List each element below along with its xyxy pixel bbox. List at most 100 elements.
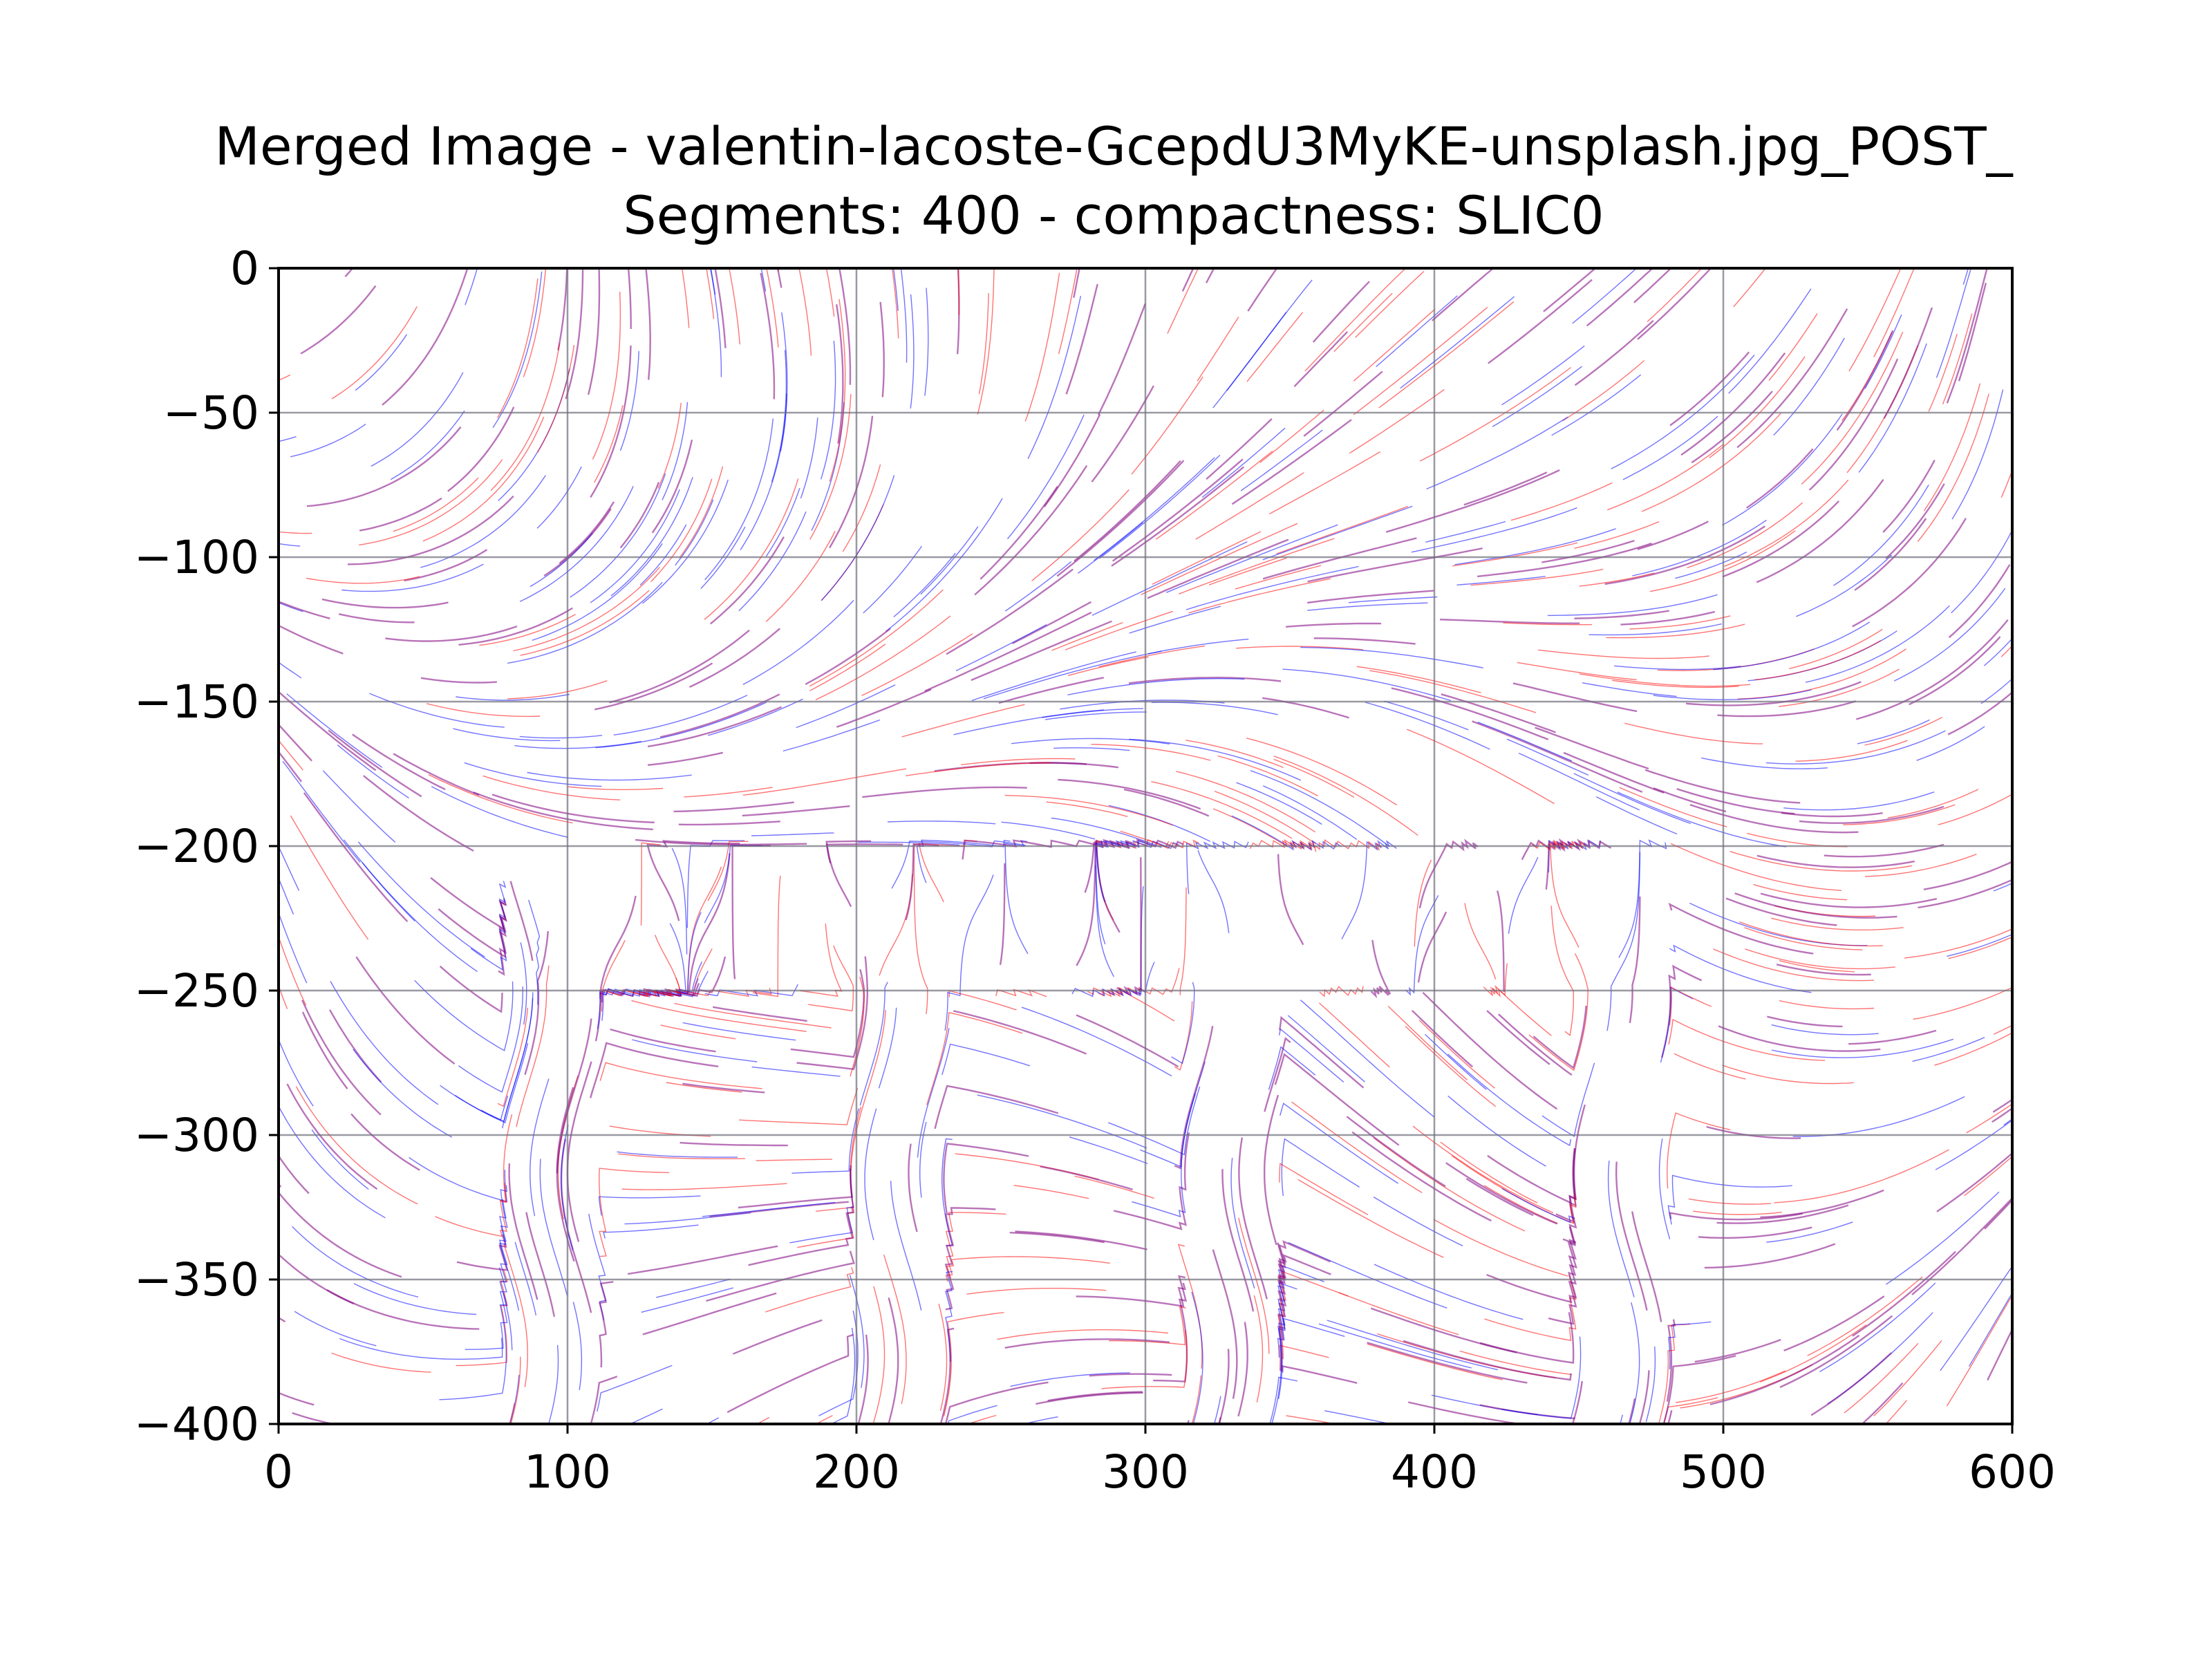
streamline bbox=[688, 628, 780, 688]
streamline bbox=[681, 268, 690, 328]
streamline bbox=[1432, 268, 1495, 321]
streamline bbox=[1231, 419, 1352, 505]
streamline bbox=[556, 1018, 592, 1174]
streamline bbox=[1128, 738, 1302, 781]
streamline bbox=[1789, 628, 1883, 669]
streamline bbox=[1040, 1165, 1133, 1190]
streamline bbox=[1370, 1307, 1517, 1353]
streamline bbox=[528, 899, 541, 1005]
streamline bbox=[872, 1286, 885, 1424]
streamline bbox=[1297, 1179, 1444, 1258]
streamline bbox=[1303, 371, 1383, 437]
streamline bbox=[708, 698, 803, 736]
streamline bbox=[629, 1408, 663, 1424]
streamline bbox=[1176, 771, 1316, 833]
streamline bbox=[1465, 1178, 1534, 1217]
streamline bbox=[893, 552, 956, 618]
streamline bbox=[924, 288, 929, 396]
streamline bbox=[613, 695, 748, 735]
streamline bbox=[1629, 615, 1731, 630]
streamline bbox=[1649, 530, 1796, 592]
streamline bbox=[1688, 1198, 1771, 1205]
streamline bbox=[1073, 268, 1080, 298]
streamline bbox=[456, 1234, 509, 1271]
streamline bbox=[1658, 1323, 1691, 1424]
streamline bbox=[286, 693, 383, 768]
streamline bbox=[946, 568, 1074, 655]
streamline bbox=[497, 1007, 529, 1107]
streamline bbox=[306, 426, 462, 507]
streamline bbox=[1264, 1037, 1291, 1112]
streamline bbox=[938, 1304, 948, 1412]
streamline bbox=[1123, 788, 1210, 817]
streamline bbox=[279, 691, 377, 771]
streamline bbox=[1779, 1000, 1875, 1010]
streamline bbox=[966, 1288, 1107, 1295]
streamline bbox=[1463, 471, 1548, 506]
streamline bbox=[1422, 991, 1558, 1110]
streamline bbox=[1617, 791, 1787, 847]
streamline bbox=[631, 1000, 807, 1032]
streamline bbox=[1346, 1116, 1446, 1188]
streamline bbox=[1043, 413, 1101, 507]
streamline bbox=[1551, 374, 1642, 436]
streamline bbox=[796, 684, 896, 729]
streamline bbox=[1647, 268, 1703, 323]
streamline bbox=[1262, 505, 1413, 561]
streamline bbox=[1629, 896, 1641, 1024]
streamline bbox=[1273, 756, 1418, 836]
streamline bbox=[1058, 268, 1078, 355]
streamline bbox=[592, 291, 621, 460]
x-axis: 0 100 200 300 400 500 600 bbox=[264, 1424, 2056, 1499]
streamline bbox=[1843, 804, 1956, 825]
streamline bbox=[1459, 1350, 1572, 1376]
streamline bbox=[1214, 790, 1316, 845]
streamline bbox=[1279, 1015, 1365, 1089]
streamline bbox=[1231, 815, 1342, 851]
streamline bbox=[1490, 986, 1552, 1036]
streamline bbox=[1218, 1349, 1230, 1424]
streamline bbox=[1771, 1024, 1879, 1035]
x-tick-label: 300 bbox=[1102, 1445, 1189, 1499]
streamline bbox=[1006, 414, 1085, 540]
streamline bbox=[300, 285, 377, 355]
streamline bbox=[780, 312, 788, 452]
streamline bbox=[1574, 319, 1654, 386]
streamline bbox=[1129, 606, 1221, 634]
streamline bbox=[1667, 1174, 1792, 1225]
streamline bbox=[1984, 1199, 2012, 1230]
streamline bbox=[1781, 812, 1883, 818]
streamline bbox=[891, 840, 1027, 889]
streamline bbox=[1691, 391, 1773, 464]
streamline bbox=[1753, 883, 1848, 901]
streamline bbox=[641, 1287, 734, 1313]
streamline bbox=[588, 268, 601, 395]
streamline bbox=[1369, 670, 1537, 713]
streamline bbox=[1538, 649, 1709, 659]
streamline bbox=[1676, 788, 1795, 815]
streamline bbox=[1174, 1025, 1214, 1170]
streamline bbox=[878, 1007, 897, 1089]
streamline bbox=[1327, 1320, 1499, 1371]
streamline bbox=[1074, 460, 1181, 562]
streamline bbox=[1348, 596, 1438, 603]
streamline bbox=[710, 268, 722, 377]
streamline bbox=[1966, 1103, 2012, 1134]
streamline bbox=[738, 511, 807, 612]
streamline bbox=[946, 1256, 1110, 1279]
streamline bbox=[1946, 268, 1988, 404]
streamline bbox=[944, 1381, 1049, 1424]
streamline bbox=[1799, 805, 1944, 824]
streamline bbox=[1497, 890, 1505, 992]
streamline bbox=[752, 875, 781, 997]
chart-title-line1: Merged Image - valentin-lacoste-GcepdU3M… bbox=[214, 115, 2013, 177]
streamline bbox=[1730, 851, 1913, 872]
streamline bbox=[1586, 268, 1654, 327]
streamline bbox=[1506, 738, 1589, 776]
streamline bbox=[1550, 906, 1575, 1036]
streamline bbox=[650, 478, 713, 583]
streamline bbox=[1208, 557, 1288, 585]
streamline bbox=[1796, 554, 1893, 617]
streamline bbox=[1670, 843, 1842, 891]
streamline bbox=[1501, 1336, 1582, 1419]
